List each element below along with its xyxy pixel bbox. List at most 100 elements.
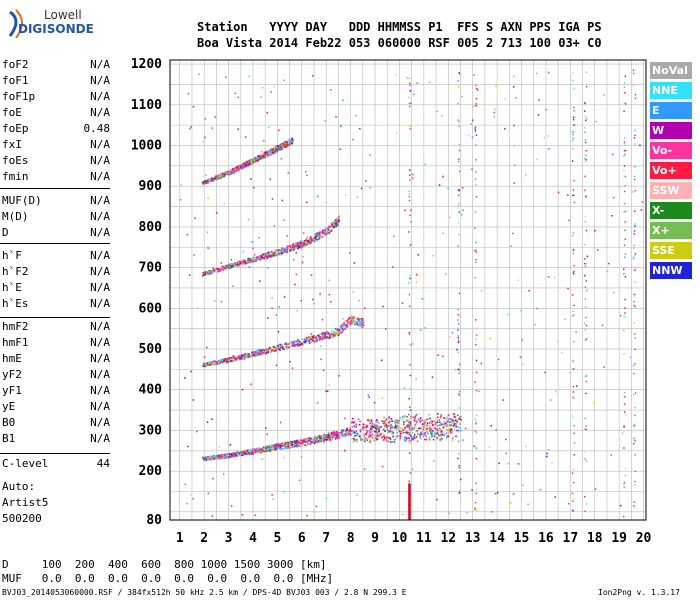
echo-point xyxy=(235,166,237,169)
echo-point xyxy=(264,155,267,157)
echo-point xyxy=(297,342,300,344)
echo-point xyxy=(328,336,331,339)
interference-point xyxy=(584,265,587,267)
echo-point xyxy=(229,455,231,458)
echo-point xyxy=(248,159,251,162)
echo-point xyxy=(221,453,223,456)
interference-point xyxy=(623,256,626,258)
param-row-he: h`E N/A xyxy=(2,281,110,297)
echo-point xyxy=(295,440,298,442)
echo-point xyxy=(294,340,296,343)
echo-point xyxy=(349,428,352,430)
noise-point xyxy=(504,127,506,130)
noise-point xyxy=(527,503,529,506)
noise-point xyxy=(329,300,332,303)
echo-point xyxy=(286,447,289,449)
echo-point xyxy=(384,420,386,423)
echo-point xyxy=(264,156,266,159)
interference-point xyxy=(573,194,575,196)
param-label: h`F2 xyxy=(2,265,29,278)
echo-point xyxy=(238,263,240,266)
y-tick-label: 700 xyxy=(139,261,163,276)
noise-point xyxy=(271,494,273,496)
noise-point xyxy=(567,502,570,505)
echo-point xyxy=(288,250,291,252)
echo-point xyxy=(360,428,362,431)
noise-point xyxy=(612,153,614,155)
echo-point xyxy=(309,242,311,245)
echo-point xyxy=(425,419,427,422)
echo-point xyxy=(219,267,222,269)
param-label: h`F xyxy=(2,249,22,262)
plot-frame xyxy=(169,59,647,521)
echo-point xyxy=(324,229,326,231)
echo-point xyxy=(228,267,230,270)
echo-point xyxy=(358,319,360,322)
x-tick-label: 12 xyxy=(440,531,456,546)
echo-point xyxy=(333,335,335,337)
muf-row: MUF 0.0 0.0 0.0 0.0 0.0 0.0 0.0 0.0 [MHz… xyxy=(2,572,334,585)
echo-point xyxy=(438,421,441,423)
echo-point xyxy=(295,343,298,346)
echo-point xyxy=(341,435,343,437)
echo-point xyxy=(276,147,278,150)
echo-point xyxy=(441,437,443,440)
echo-point xyxy=(365,431,368,434)
echo-point xyxy=(340,328,342,331)
echo-point xyxy=(318,237,321,240)
interference-point xyxy=(474,126,477,128)
echo-point xyxy=(257,349,260,352)
interference-point xyxy=(457,308,459,311)
interference-point xyxy=(409,426,411,429)
param-value: N/A xyxy=(90,432,110,445)
noise-point xyxy=(298,479,301,481)
echo-point xyxy=(422,422,424,425)
echo-point xyxy=(453,413,455,415)
echo-point xyxy=(358,423,361,426)
echo-point xyxy=(279,343,281,346)
echo-point xyxy=(397,427,400,429)
noise-point xyxy=(593,401,595,404)
interference-point xyxy=(572,248,575,251)
echo-point xyxy=(439,439,442,441)
echo-point xyxy=(263,151,266,154)
interference-point xyxy=(475,105,478,108)
echo-point xyxy=(414,416,416,419)
param-label: foF1p xyxy=(2,90,36,103)
echo-point xyxy=(228,456,230,458)
echo-point xyxy=(331,436,334,439)
interference-point xyxy=(583,263,586,265)
echo-point xyxy=(317,238,320,241)
echo-point xyxy=(329,434,331,437)
echo-point xyxy=(415,414,418,416)
echo-point xyxy=(434,427,436,430)
echo-point xyxy=(404,426,407,429)
echo-point xyxy=(269,446,271,449)
noise-point xyxy=(438,184,441,186)
echo-point xyxy=(262,446,265,449)
noise-point xyxy=(633,300,635,303)
echo-point xyxy=(215,458,217,460)
noise-point xyxy=(237,128,239,130)
echo-point xyxy=(236,358,239,360)
noise-point xyxy=(495,429,497,431)
echo-point xyxy=(439,434,442,437)
echo-point xyxy=(407,426,409,429)
echo-point xyxy=(375,419,378,422)
interference-point xyxy=(623,481,626,484)
interference-point xyxy=(584,275,586,277)
noise-point xyxy=(286,235,288,237)
noise-point xyxy=(611,215,613,217)
echo-point xyxy=(239,356,242,359)
interference-point xyxy=(623,169,625,172)
digisonde-logo: Lowell DIGISONDE xyxy=(4,6,124,44)
echo-point xyxy=(387,440,389,443)
echo-point xyxy=(203,456,206,459)
echo-point xyxy=(257,157,259,160)
echo-point xyxy=(285,142,287,144)
echo-point xyxy=(431,422,434,424)
clevel-row: C-level 44 xyxy=(2,457,110,473)
echo-point xyxy=(238,358,241,361)
echo-point xyxy=(356,441,358,443)
echo-point xyxy=(330,336,332,339)
